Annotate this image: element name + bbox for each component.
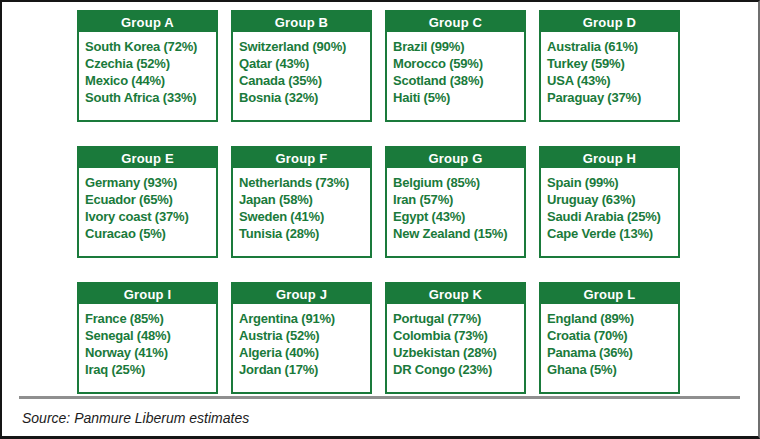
country-line: South Korea (72%) <box>85 38 214 55</box>
country-line: Canada (35%) <box>239 72 368 89</box>
group-header-label: Group J <box>233 284 370 306</box>
group-box: Group A South Korea (72%)Czechia (52%)Me… <box>77 10 218 122</box>
country-line: New Zealand (15%) <box>393 225 522 242</box>
group-box: Group G Belgium (85%)Iran (57%)Egypt (43… <box>385 146 526 258</box>
country-line: DR Congo (23%) <box>393 361 522 378</box>
group-box: Group E Germany (93%)Ecuador (65%)Ivory … <box>77 146 218 258</box>
group-header-label: Group F <box>233 148 370 170</box>
group-countries-list: Brazil (99%)Morocco (59%)Scotland (38%)H… <box>387 34 524 106</box>
country-line: Belgium (85%) <box>393 174 522 191</box>
group-header-label: Group E <box>79 148 216 170</box>
group-box: Group I France (85%)Senegal (48%)Norway … <box>77 282 218 394</box>
country-line: Mexico (44%) <box>85 72 214 89</box>
group-countries-list: Netherlands (73%)Japan (58%)Sweden (41%)… <box>233 170 370 242</box>
country-line: Turkey (59%) <box>547 55 676 72</box>
country-line: Argentina (91%) <box>239 310 368 327</box>
country-line: Sweden (41%) <box>239 208 368 225</box>
group-countries-list: Australia (61%)Turkey (59%)USA (43%)Para… <box>541 34 678 106</box>
group-header-label: Group C <box>387 12 524 34</box>
country-line: Paraguay (37%) <box>547 89 676 106</box>
group-box: Group J Argentina (91%)Austria (52%)Alge… <box>231 282 372 394</box>
group-box: Group H Spain (99%)Uruguay (63%)Saudi Ar… <box>539 146 680 258</box>
country-line: Egypt (43%) <box>393 208 522 225</box>
country-line: South Africa (33%) <box>85 89 214 106</box>
group-countries-list: Spain (99%)Uruguay (63%)Saudi Arabia (25… <box>541 170 678 242</box>
group-header-label: Group K <box>387 284 524 306</box>
source-note: Source: Panmure Liberum estimates <box>22 410 249 426</box>
country-line: Bosnia (32%) <box>239 89 368 106</box>
country-line: Senegal (48%) <box>85 327 214 344</box>
country-line: Switzerland (90%) <box>239 38 368 55</box>
group-box: Group F Netherlands (73%)Japan (58%)Swed… <box>231 146 372 258</box>
country-line: Uzbekistan (28%) <box>393 344 522 361</box>
group-countries-list: Germany (93%)Ecuador (65%)Ivory coast (3… <box>79 170 216 242</box>
group-countries-list: Belgium (85%)Iran (57%)Egypt (43%)New Ze… <box>387 170 524 242</box>
country-line: Uruguay (63%) <box>547 191 676 208</box>
group-countries-list: Argentina (91%)Austria (52%)Algeria (40%… <box>233 306 370 378</box>
group-countries-list: France (85%)Senegal (48%)Norway (41%)Ira… <box>79 306 216 378</box>
group-box: Group C Brazil (99%)Morocco (59%)Scotlan… <box>385 10 526 122</box>
country-line: Netherlands (73%) <box>239 174 368 191</box>
country-line: France (85%) <box>85 310 214 327</box>
group-header-label: Group I <box>79 284 216 306</box>
figure-frame: Group A South Korea (72%)Czechia (52%)Me… <box>0 0 760 439</box>
country-line: Norway (41%) <box>85 344 214 361</box>
group-header-label: Group L <box>541 284 678 306</box>
group-countries-list: Switzerland (90%)Qatar (43%)Canada (35%)… <box>233 34 370 106</box>
group-countries-list: England (89%)Croatia (70%)Panama (36%)Gh… <box>541 306 678 378</box>
group-countries-list: South Korea (72%)Czechia (52%)Mexico (44… <box>79 34 216 106</box>
country-line: Spain (99%) <box>547 174 676 191</box>
country-line: Iraq (25%) <box>85 361 214 378</box>
country-line: USA (43%) <box>547 72 676 89</box>
country-line: Ivory coast (37%) <box>85 208 214 225</box>
country-line: Brazil (99%) <box>393 38 522 55</box>
country-line: Iran (57%) <box>393 191 522 208</box>
country-line: Morocco (59%) <box>393 55 522 72</box>
country-line: Qatar (43%) <box>239 55 368 72</box>
country-line: Portugal (77%) <box>393 310 522 327</box>
country-line: Austria (52%) <box>239 327 368 344</box>
country-line: Colombia (73%) <box>393 327 522 344</box>
country-line: Saudi Arabia (25%) <box>547 208 676 225</box>
group-header-label: Group D <box>541 12 678 34</box>
country-line: Tunisia (28%) <box>239 225 368 242</box>
country-line: Cape Verde (13%) <box>547 225 676 242</box>
group-box: Group K Portugal (77%)Colombia (73%)Uzbe… <box>385 282 526 394</box>
country-line: Ecuador (65%) <box>85 191 214 208</box>
country-line: Ghana (5%) <box>547 361 676 378</box>
country-line: Czechia (52%) <box>85 55 214 72</box>
group-header-label: Group B <box>233 12 370 34</box>
country-line: Algeria (40%) <box>239 344 368 361</box>
country-line: Australia (61%) <box>547 38 676 55</box>
group-box: Group B Switzerland (90%)Qatar (43%)Cana… <box>231 10 372 122</box>
country-line: Curacao (5%) <box>85 225 214 242</box>
country-line: Germany (93%) <box>85 174 214 191</box>
groups-grid: Group A South Korea (72%)Czechia (52%)Me… <box>77 10 680 394</box>
country-line: Panama (36%) <box>547 344 676 361</box>
country-line: Haiti (5%) <box>393 89 522 106</box>
country-line: England (89%) <box>547 310 676 327</box>
group-box: Group L England (89%)Croatia (70%)Panama… <box>539 282 680 394</box>
group-header-label: Group G <box>387 148 524 170</box>
country-line: Croatia (70%) <box>547 327 676 344</box>
group-header-label: Group A <box>79 12 216 34</box>
divider-line <box>19 396 740 399</box>
group-countries-list: Portugal (77%)Colombia (73%)Uzbekistan (… <box>387 306 524 378</box>
group-header-label: Group H <box>541 148 678 170</box>
country-line: Jordan (17%) <box>239 361 368 378</box>
group-box: Group D Australia (61%)Turkey (59%)USA (… <box>539 10 680 122</box>
country-line: Japan (58%) <box>239 191 368 208</box>
country-line: Scotland (38%) <box>393 72 522 89</box>
